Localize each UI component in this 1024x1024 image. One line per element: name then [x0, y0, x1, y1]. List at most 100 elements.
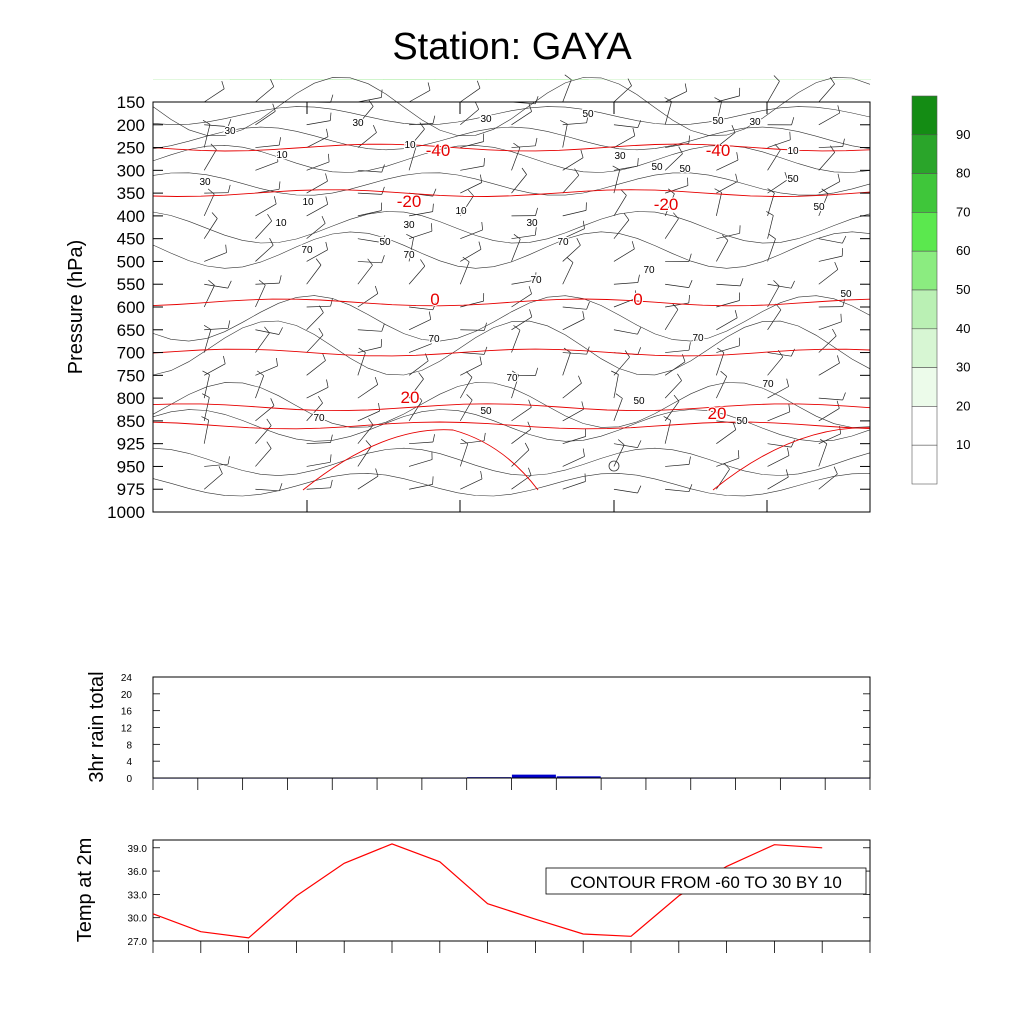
temperature-contour-line — [152, 143, 871, 152]
wind-barb-flag — [632, 127, 636, 136]
wind-barb-flag — [419, 122, 425, 130]
rh-contour-label: 10 — [787, 146, 799, 157]
pressure-tick-label: 450 — [117, 230, 145, 249]
wind-barb — [716, 352, 725, 376]
wind-barb-flag — [586, 301, 590, 310]
wind-barb — [511, 147, 521, 171]
wind-barb — [255, 284, 266, 308]
rh-contour-label: 10 — [455, 206, 467, 217]
wind-barb-flag — [202, 370, 210, 376]
wind-barb-flag — [367, 258, 373, 266]
wind-barb — [306, 386, 329, 399]
wind-barb-flag — [227, 184, 231, 193]
wind-barb-flag — [326, 379, 329, 388]
rain-tick-label: 16 — [121, 707, 133, 718]
pressure-tick-label: 1000 — [107, 503, 145, 522]
wind-barb-flag — [483, 157, 485, 167]
pressure-tick-label: 300 — [117, 161, 145, 180]
wind-barb-flag — [535, 137, 538, 146]
rain-bar — [556, 776, 601, 778]
rh-contour-line — [152, 172, 871, 196]
wind-barb — [460, 478, 483, 490]
wind-barb — [665, 464, 690, 467]
wind-barb-flag — [374, 285, 379, 294]
wind-barb — [357, 132, 377, 148]
wind-barb — [818, 321, 842, 331]
rh-cell — [588, 79, 641, 80]
wind-barb — [767, 455, 790, 467]
wind-barb-flag — [582, 311, 585, 320]
rh-cell — [153, 79, 180, 80]
wind-barb-flag — [663, 416, 671, 421]
wind-barb-flag — [837, 105, 841, 114]
wind-barb-flag — [273, 196, 277, 204]
wind-barb-flag — [528, 467, 532, 476]
wind-barb — [357, 192, 382, 195]
wind-barb-flag — [566, 257, 574, 263]
wind-barb-flag — [479, 174, 483, 183]
rh-contour-label: 50 — [679, 164, 691, 175]
wind-barb-flag — [688, 342, 691, 351]
wind-barb — [613, 443, 638, 448]
pressure-tick-label: 850 — [117, 412, 145, 431]
wind-barb-flag — [612, 165, 620, 171]
wind-barb-flag — [790, 280, 795, 289]
wind-barb — [203, 473, 223, 490]
wind-barb — [255, 144, 280, 148]
wind-barb — [613, 219, 630, 239]
wind-barb-flag — [432, 115, 436, 124]
wind-barb — [306, 223, 326, 239]
rh-contour-label: 30 — [199, 177, 211, 188]
wind-barb-flag — [318, 396, 323, 404]
wind-barb-flag — [221, 80, 225, 89]
wind-barb — [562, 122, 587, 126]
wind-barb — [818, 433, 841, 444]
wind-barb-flag — [673, 394, 680, 402]
wind-barb — [357, 169, 382, 173]
wind-barb-flag — [768, 233, 776, 240]
wind-barb — [203, 193, 215, 217]
wind-barb-flag — [208, 279, 215, 286]
wind-barb-flag — [664, 97, 672, 102]
wind-barb — [255, 203, 277, 217]
wind-barb-flag — [576, 237, 581, 246]
wind-barb-flag — [319, 305, 324, 313]
wind-barb — [203, 285, 215, 308]
wind-barb-flag — [732, 422, 737, 430]
colorbar-label: 10 — [956, 437, 970, 452]
wind-barb — [562, 408, 584, 422]
rh-contour-label: 50 — [787, 174, 799, 185]
rh-contour-line — [152, 106, 871, 126]
wind-barb-flag — [766, 211, 774, 216]
wind-barb — [460, 329, 485, 331]
wind-barb-flag — [270, 79, 275, 87]
rh-contour-label: 70 — [403, 250, 415, 261]
wind-barb-flag — [564, 74, 572, 80]
rh-cell — [485, 79, 538, 80]
wind-barb — [357, 346, 382, 353]
wind-barb — [357, 238, 382, 243]
wind-barb-flag — [637, 347, 642, 355]
wind-barb — [767, 352, 792, 357]
wind-barb — [306, 203, 328, 217]
rain-tick-label: 20 — [121, 690, 133, 701]
wind-barb — [613, 356, 630, 376]
wind-barb — [255, 375, 265, 399]
cross-section-panel: 30 30 30 50 50 30 10 10 30 50 50 10 30 10 10 10 30 30 50 50… — [65, 74, 871, 522]
wind-barb-flag — [560, 120, 568, 125]
colorbar-bin — [911, 406, 938, 446]
wind-barb-flag — [736, 152, 739, 161]
wind-barb — [459, 399, 473, 422]
wind-barb-flag — [534, 272, 537, 281]
wind-barb — [357, 210, 382, 217]
wind-barb — [664, 361, 686, 376]
wind-barb-flag — [513, 234, 521, 240]
temperature-contour-label: 0 — [430, 290, 439, 309]
wind-barb-flag — [227, 118, 232, 127]
rh-contour-label: 30 — [749, 117, 761, 128]
rh-cell — [383, 79, 436, 80]
wind-barb-flag — [580, 149, 584, 158]
wind-barb — [613, 135, 635, 148]
wind-barb — [511, 429, 531, 444]
wind-barb — [562, 436, 586, 445]
